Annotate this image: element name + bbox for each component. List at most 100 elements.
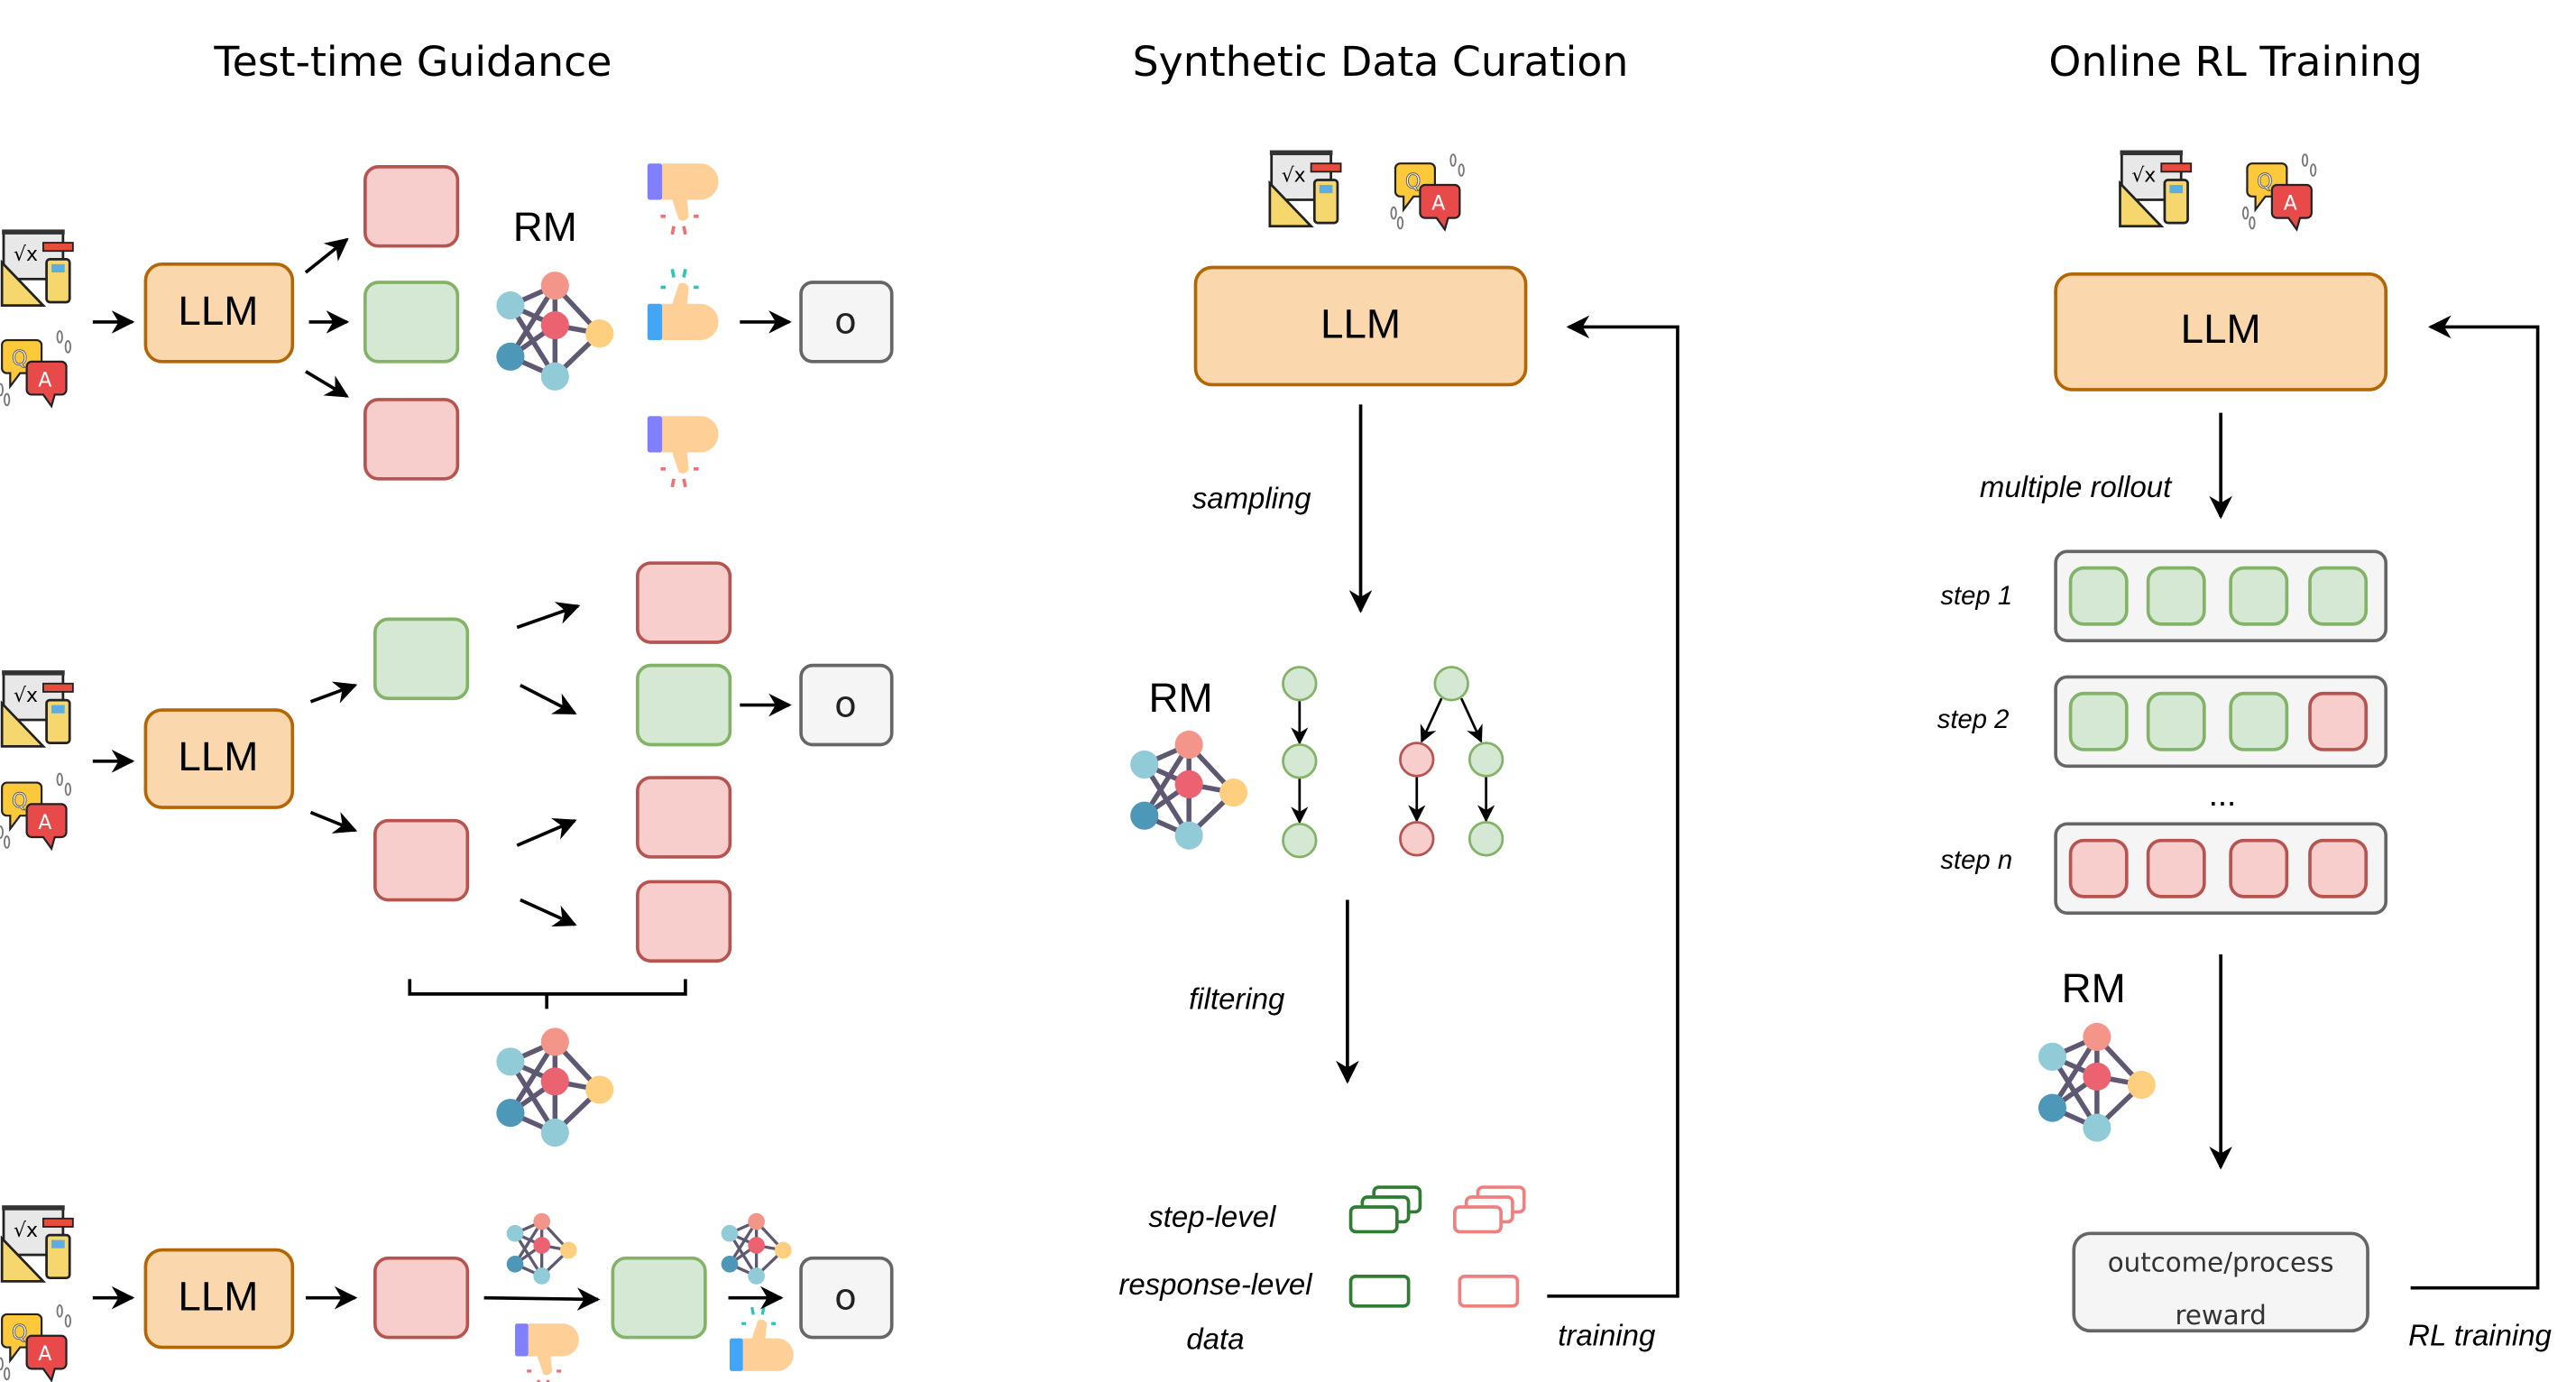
- rm-label: RM: [1148, 675, 1212, 721]
- network-node: [585, 319, 614, 348]
- network-node: [540, 1067, 569, 1096]
- thumbs-up-icon: [729, 1306, 794, 1371]
- arrow: [520, 683, 577, 715]
- calc-screen: [51, 1239, 65, 1248]
- correct-node: [1467, 821, 1504, 857]
- network-node: [1174, 769, 1203, 798]
- network-node: [2038, 1042, 2067, 1071]
- multiple-rollout-label: multiple rollout: [1980, 470, 2173, 503]
- network-node: [748, 1212, 765, 1230]
- sparkle: [1458, 163, 1465, 177]
- network-node: [748, 1237, 765, 1254]
- incorrect-step-box: [2308, 691, 2369, 751]
- network-node: [585, 1075, 614, 1104]
- spark-line: [546, 1379, 550, 1382]
- rollout-step-row: [2054, 549, 2388, 643]
- reward-label-line2: reward: [2175, 1300, 2266, 1331]
- correct-step-box: [2068, 691, 2129, 751]
- correct-step-box: [2229, 691, 2289, 751]
- math-problem-icon: √x: [2119, 150, 2193, 228]
- network-node: [496, 291, 525, 320]
- title-online-rl-training: Online RL Training: [2048, 38, 2422, 86]
- question-answer-icon: QA: [0, 330, 72, 409]
- board-top: [2, 1205, 65, 1211]
- output-label: o: [834, 684, 857, 725]
- question-answer-icon: QA: [0, 1304, 72, 1382]
- spark-line: [670, 478, 676, 488]
- network-node: [1174, 730, 1203, 760]
- calc-screen: [1319, 184, 1333, 194]
- sparkle: [2309, 163, 2317, 177]
- sparkle: [0, 382, 4, 397]
- question-bubble: [1, 338, 43, 390]
- a-glyph: A: [38, 369, 51, 392]
- network-node: [2083, 1022, 2111, 1052]
- thumbs-down-icon: [647, 416, 719, 488]
- response-level-label: response-level: [1118, 1267, 1313, 1301]
- network-node: [2083, 1062, 2111, 1091]
- correct-node: [1433, 666, 1469, 702]
- pencil: [2160, 162, 2193, 173]
- incorrect-node: [1399, 821, 1435, 857]
- thumbs-down-icon: [647, 163, 719, 235]
- incorrect-step-box: [363, 398, 460, 481]
- hand: [662, 163, 719, 221]
- network-node: [748, 1267, 765, 1285]
- cuff: [647, 416, 663, 453]
- training-label: training: [1558, 1319, 1656, 1352]
- sparkle: [2301, 153, 2309, 167]
- output-label: o: [834, 1276, 857, 1318]
- sqrt-glyph: √x: [14, 1220, 38, 1242]
- arrow: [516, 602, 581, 630]
- ruler-triangle: [1268, 180, 1314, 228]
- correct-step-box: [2146, 566, 2206, 626]
- network-node: [540, 272, 569, 300]
- math-problem-icon: √x: [0, 1205, 74, 1283]
- llm-label: LLM: [178, 1274, 258, 1320]
- network-node: [774, 1241, 792, 1259]
- rm-label: RM: [2062, 965, 2126, 1011]
- board: [2, 231, 65, 281]
- a-glyph: A: [2284, 192, 2297, 215]
- step-level-incorrect-data: [1453, 1205, 1503, 1234]
- bracket: [408, 979, 687, 996]
- board-top: [2, 229, 65, 235]
- a-glyph: A: [38, 812, 51, 834]
- calc-screen: [2169, 184, 2184, 194]
- correct-step-box: [373, 617, 470, 701]
- rm-label: RM: [513, 204, 577, 250]
- reward-label-line1: outcome/process: [2108, 1247, 2334, 1277]
- rollout-step-row: [2054, 822, 2388, 916]
- reward-model-network-icon: [496, 272, 614, 391]
- a-glyph: A: [1431, 192, 1445, 215]
- arrow: [1420, 697, 1443, 743]
- filtering-label: filtering: [1189, 981, 1285, 1015]
- q-glyph: Q: [12, 1322, 27, 1344]
- sparkle: [2249, 216, 2256, 230]
- network-node: [560, 1241, 577, 1259]
- reward-model-network-icon: [496, 1027, 614, 1147]
- ruler-triangle: [0, 1235, 47, 1283]
- q-glyph: Q: [12, 790, 27, 813]
- llm-label: LLM: [1320, 300, 1401, 346]
- board-top: [2120, 150, 2184, 156]
- spark-line: [670, 226, 676, 235]
- network-node: [2038, 1093, 2067, 1122]
- incorrect-step-box: [636, 776, 732, 859]
- spark-line: [670, 268, 676, 278]
- calc-screen: [51, 705, 65, 714]
- hand: [528, 1323, 579, 1376]
- correct-node: [1282, 822, 1318, 859]
- a-glyph: A: [38, 1343, 51, 1366]
- spark-line: [682, 268, 687, 278]
- incorrect-step-box: [363, 165, 460, 248]
- question-bubble: [1394, 162, 1436, 213]
- sparkle: [1390, 206, 1397, 220]
- pencil: [42, 1217, 74, 1228]
- sparkle: [0, 825, 4, 839]
- network-node: [540, 362, 569, 391]
- llm-box: [143, 263, 295, 364]
- correct-step-box: [2146, 691, 2206, 751]
- incorrect-step-box: [2229, 838, 2289, 898]
